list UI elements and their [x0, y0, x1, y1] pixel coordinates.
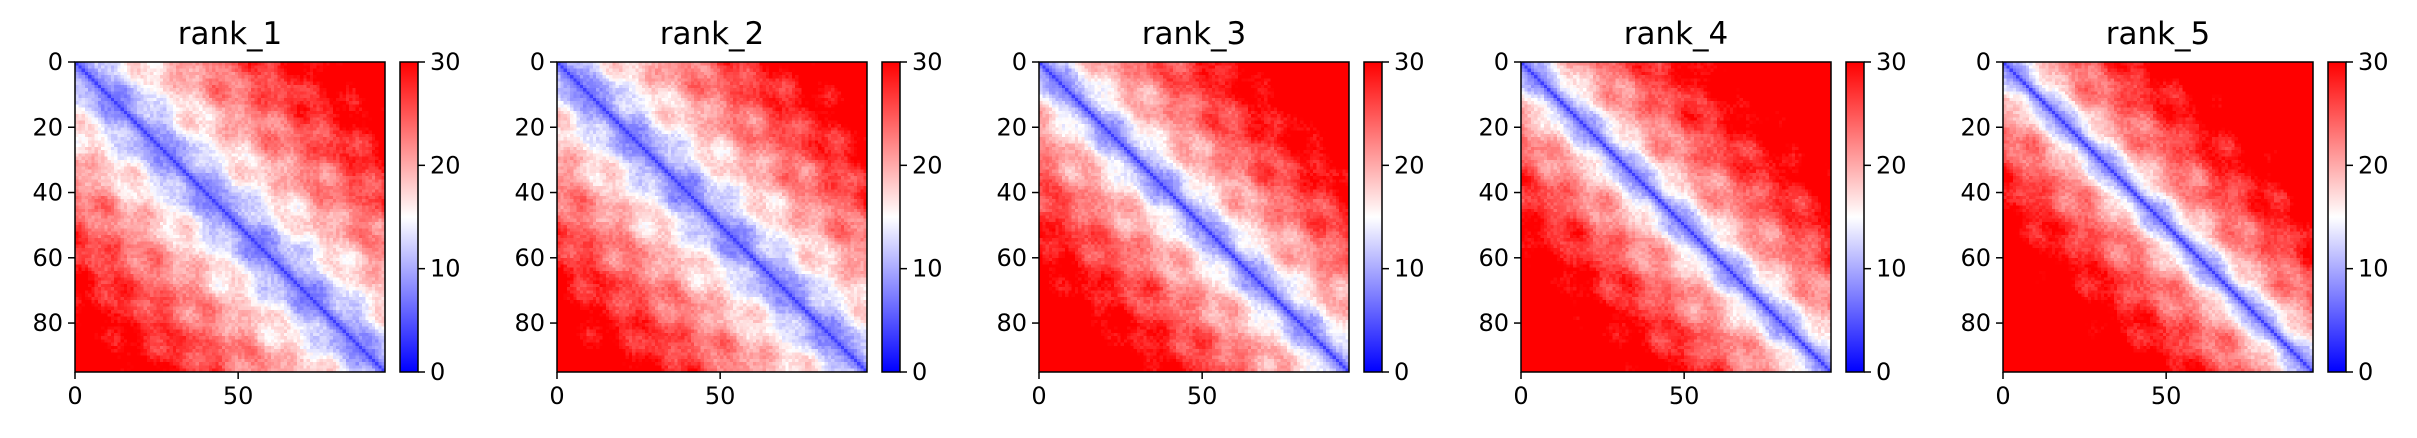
panel-title: rank_4: [1624, 16, 1729, 52]
colorbar-tick-label: 0: [1876, 358, 1891, 386]
y-tick-label: 80: [1478, 309, 1509, 337]
heatmap-image: [1039, 62, 1349, 372]
colorbar-frame: [399, 61, 419, 373]
x-tick-label: 0: [1031, 382, 1046, 410]
colorbar: [1364, 62, 1382, 372]
y-tick-label: 0: [48, 48, 63, 76]
y-tick-label: 60: [1478, 244, 1509, 272]
x-tick-label: 0: [1995, 382, 2010, 410]
y-tick-label: 20: [996, 113, 1027, 141]
panel-3: rank_3 0 50 0 20 40 60 80 0 10 20 30: [996, 16, 1424, 410]
x-tick-label: 50: [1187, 382, 1218, 410]
colorbar: [2328, 62, 2346, 372]
y-tick-label: 60: [514, 244, 545, 272]
x-tick-label: 50: [2151, 382, 2182, 410]
panel-title: rank_2: [660, 16, 765, 52]
x-tick-label: 0: [67, 382, 82, 410]
panel-title: rank_5: [2106, 16, 2211, 52]
y-tick-label: 40: [514, 179, 545, 207]
panel-2: rank_2 0 50 0 20 40 60 80 0 10 20 30: [514, 16, 942, 410]
x-tick-label: 50: [223, 382, 254, 410]
colorbar-tick-label: 20: [2358, 151, 2389, 179]
colorbar-tick-label: 0: [430, 358, 445, 386]
x-tick-label: 0: [1513, 382, 1528, 410]
colorbar-frame: [2327, 61, 2347, 373]
panel-title: rank_1: [178, 16, 283, 52]
colorbar-tick-label: 10: [912, 255, 943, 283]
x-tick-label: 50: [705, 382, 736, 410]
y-tick-label: 60: [1960, 244, 1991, 272]
heatmap-image: [557, 62, 867, 372]
plot-frame: [2002, 61, 2314, 373]
colorbar-tick-label: 10: [1876, 255, 1907, 283]
y-tick-label: 0: [530, 48, 545, 76]
colorbar-tick-label: 20: [912, 151, 943, 179]
colorbar: [1846, 62, 1864, 372]
panel-4: rank_4 0 50 0 20 40 60 80 0 10 20 30: [1478, 16, 1906, 410]
heatmap-image: [1521, 62, 1831, 372]
colorbar-tick-label: 20: [1876, 151, 1907, 179]
y-tick-label: 0: [1976, 48, 1991, 76]
colorbar-tick-label: 0: [2358, 358, 2373, 386]
colorbar: [882, 62, 900, 372]
colorbar-frame: [1363, 61, 1383, 373]
y-tick-label: 20: [514, 113, 545, 141]
y-tick-label: 40: [32, 179, 63, 207]
colorbar-tick-label: 30: [430, 48, 461, 76]
y-tick-label: 40: [1960, 179, 1991, 207]
colorbar-tick-label: 20: [430, 151, 461, 179]
y-tick-label: 20: [1478, 113, 1509, 141]
plot-frame: [74, 61, 386, 373]
panel-title: rank_3: [1142, 16, 1247, 52]
plot-frame: [1520, 61, 1832, 373]
colorbar-frame: [881, 61, 901, 373]
colorbar-tick-label: 10: [1394, 255, 1425, 283]
y-tick-label: 80: [996, 309, 1027, 337]
colorbar-tick-label: 30: [1394, 48, 1425, 76]
x-tick-label: 50: [1669, 382, 1700, 410]
colorbar: [400, 62, 418, 372]
plot-frame: [556, 61, 868, 373]
x-tick-label: 0: [549, 382, 564, 410]
heatmap-image: [2003, 62, 2313, 372]
colorbar-tick-label: 30: [1876, 48, 1907, 76]
colorbar-tick-label: 30: [912, 48, 943, 76]
y-tick-label: 40: [1478, 179, 1509, 207]
colorbar-tick-label: 10: [430, 255, 461, 283]
colorbar-frame: [1845, 61, 1865, 373]
panel-1: rank_1 0 50 0 20 40 60 80 0 10 20 30: [32, 16, 460, 410]
y-tick-label: 20: [32, 113, 63, 141]
y-tick-label: 0: [1494, 48, 1509, 76]
y-tick-label: 80: [32, 309, 63, 337]
colorbar-tick-label: 0: [1394, 358, 1409, 386]
y-tick-label: 60: [996, 244, 1027, 272]
colorbar-tick-label: 20: [1394, 151, 1425, 179]
colorbar-tick-label: 10: [2358, 255, 2389, 283]
colorbar-tick-label: 30: [2358, 48, 2389, 76]
y-tick-label: 60: [32, 244, 63, 272]
y-tick-label: 20: [1960, 113, 1991, 141]
y-tick-label: 0: [1012, 48, 1027, 76]
plot-frame: [1038, 61, 1350, 373]
panel-5: rank_5 0 50 0 20 40 60 80 0 10 20 30: [1960, 16, 2388, 410]
y-tick-label: 80: [514, 309, 545, 337]
heatmap-image: [75, 62, 385, 372]
y-tick-label: 40: [996, 179, 1027, 207]
colorbar-tick-label: 0: [912, 358, 927, 386]
y-tick-label: 80: [1960, 309, 1991, 337]
